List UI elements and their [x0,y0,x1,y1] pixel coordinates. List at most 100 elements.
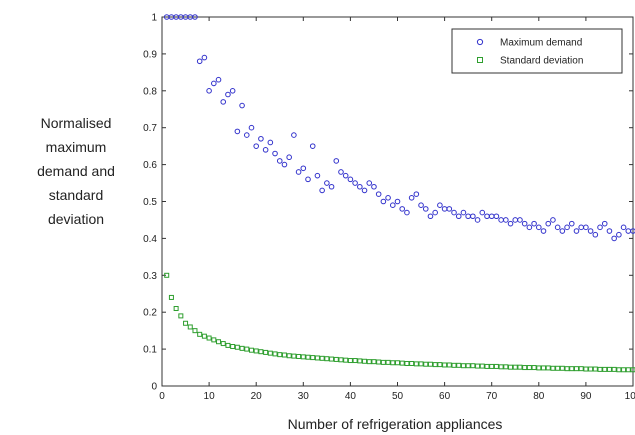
data-point [234,128,241,135]
data-point [526,224,533,231]
data-point [587,228,594,234]
data-point [253,348,259,354]
data-point [460,363,466,369]
x-tick-label: 90 [580,391,592,402]
data-point [408,195,415,201]
data-point [244,346,250,352]
data-point [602,366,608,372]
data-point [611,366,617,372]
data-point [371,183,377,190]
data-point [385,359,391,365]
data-point [437,362,443,368]
data-point [592,231,599,238]
data-point [578,366,584,372]
data-point [319,187,325,194]
data-point [451,362,457,368]
data-point [541,365,547,371]
y-tick-label: 0.9 [143,49,157,60]
y-tick-label: 0.2 [143,308,157,319]
data-point [555,365,561,371]
data-point [484,363,490,369]
data-point [380,198,387,205]
data-point [338,357,344,363]
data-point [173,306,179,312]
x-tick-label: 10 [204,391,216,402]
data-point [484,213,490,220]
data-point [248,347,254,353]
data-point [281,161,288,168]
data-point [479,363,485,369]
data-point [291,353,297,359]
data-point [206,88,212,94]
x-tick-label: 40 [345,391,357,402]
data-point [470,363,476,369]
data-point [474,217,481,223]
data-point [258,349,264,355]
data-point [479,209,486,216]
data-point [385,195,391,201]
data-point [300,354,306,360]
data-point [441,206,448,212]
data-point [437,202,443,208]
data-point [366,180,373,186]
data-point [215,76,222,83]
data-point [568,220,575,227]
data-point [253,143,260,149]
data-point [616,367,622,373]
data-point [234,344,240,350]
data-point [230,344,236,350]
data-point [286,154,292,161]
data-point [460,209,467,216]
data-point [329,356,335,362]
data-point [446,206,453,212]
series-standard-deviation [164,272,635,373]
x-tick-label: 30 [298,391,310,402]
data-point [300,165,307,172]
data-point [503,364,509,370]
data-point [536,224,542,231]
data-point [206,335,212,341]
data-point [225,342,231,348]
y-tick-label: 0.4 [143,234,157,245]
data-point [583,224,589,231]
legend: Maximum demand Standard deviation [451,28,623,74]
data-point [616,231,622,238]
plot-area: 00.10.20.30.40.50.60.70.80.910 10 20 30 40 50… [143,13,635,402]
legend-marker-circle [476,38,484,46]
data-point [498,217,504,223]
data-point [630,367,635,373]
x-tick-label: 70 [486,391,498,402]
data-point [201,54,208,61]
data-point [432,362,438,368]
data-point [550,365,556,371]
data-point [211,80,217,87]
data-point [333,158,340,164]
data-point [588,366,594,372]
data-point [498,364,504,370]
data-point [281,352,287,358]
data-point [413,191,420,197]
data-point [305,354,311,360]
data-point [187,324,193,330]
x-tick-label: 20 [251,391,263,402]
data-point [399,360,405,366]
data-point [342,172,349,179]
y-tick-label: 0.1 [143,345,157,356]
data-point [296,353,302,359]
data-point [521,220,528,227]
data-point [465,213,471,220]
data-point [395,360,400,366]
data-point [295,169,302,175]
data-point [531,365,537,371]
data-point [564,224,570,231]
data-point [488,213,495,220]
data-point [324,180,330,186]
data-point [503,217,509,223]
data-point [347,176,354,183]
data-point [394,198,401,205]
data-point [309,143,316,149]
y-axis-label-line: maximum [46,139,107,155]
data-point [456,362,462,368]
data-point [554,224,561,231]
data-point [512,217,519,223]
